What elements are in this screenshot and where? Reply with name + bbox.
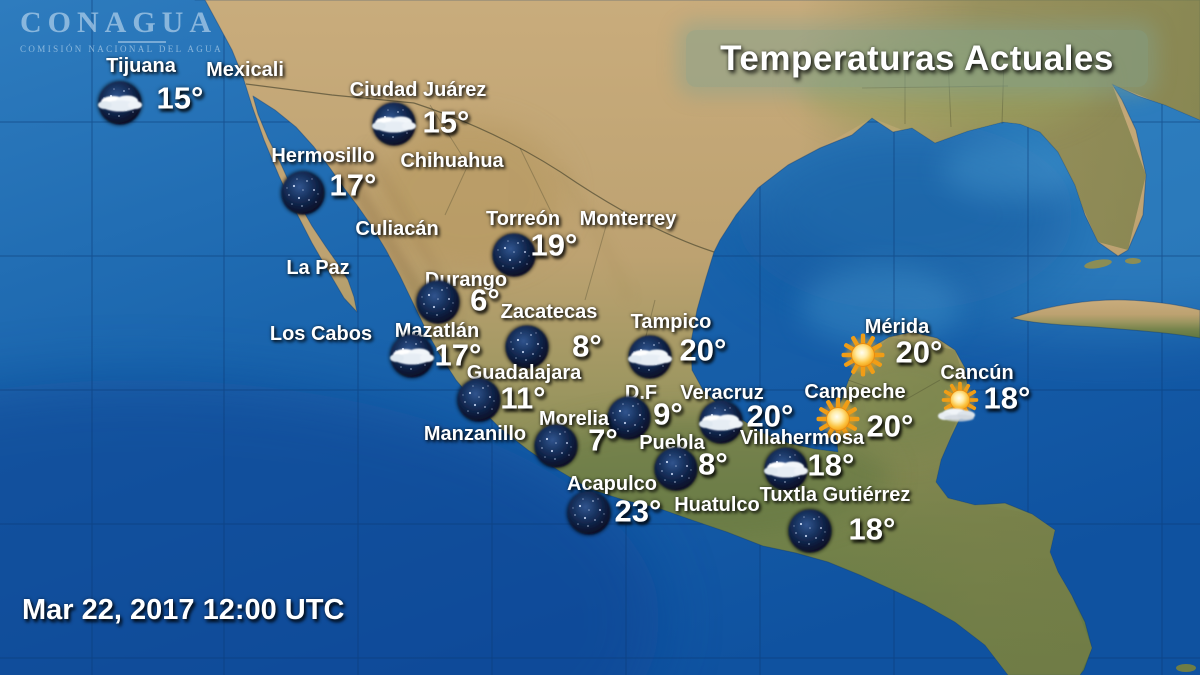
conagua-logo: CONAGUA COMISIÓN NACIONAL DEL AGUA: [20, 6, 223, 55]
state-lines: [429, 56, 1009, 401]
city-label: Tijuana: [106, 55, 176, 77]
city-temperature: 7°: [588, 422, 618, 458]
city-label: Tuxtla Gutiérrez: [759, 484, 911, 506]
city-label: Los Cabos: [269, 323, 373, 345]
city-temperature: 20°: [679, 332, 727, 368]
city-label: Cancún: [940, 362, 1014, 384]
conagua-logo-subtitle: COMISIÓN NACIONAL DEL AGUA: [20, 44, 223, 54]
city-label: Campeche: [804, 381, 906, 403]
city-temperature: 18°: [807, 447, 855, 483]
city-label: Ciudad Juárez: [349, 79, 487, 101]
city-label: Monterrey: [579, 208, 677, 230]
city-label: Culiacán: [355, 218, 439, 240]
city-temperature: 23°: [614, 493, 662, 529]
city-label: Guadalajara: [466, 362, 582, 384]
city-temperature: 18°: [983, 380, 1031, 416]
city-temperature: 17°: [434, 337, 482, 373]
city-temperature: 8°: [572, 328, 602, 364]
city-temperature: 18°: [848, 511, 896, 547]
city-label: Mérida: [864, 316, 930, 338]
city-label: Acapulco: [566, 473, 658, 495]
clear-night-icon: [784, 505, 836, 557]
conagua-logo-title: CONAGUA: [20, 6, 217, 39]
page-title: Temperaturas Actuales: [720, 38, 1114, 78]
city-temperature: 11°: [500, 380, 546, 416]
city-label: Hermosillo: [271, 145, 375, 167]
islands: [1010, 258, 1200, 672]
city-label: Veracruz: [680, 382, 764, 404]
title-band: Temperaturas Actuales: [686, 30, 1148, 87]
city-label: Puebla: [639, 432, 705, 454]
city-label: Huatulco: [674, 494, 760, 516]
city-temperature: 15°: [156, 80, 204, 116]
city-label: Zacatecas: [500, 301, 598, 323]
city-temperature: 20°: [866, 408, 914, 444]
border-lines: [245, 83, 715, 253]
city-temperature: 8°: [698, 446, 728, 482]
city-label: Tampico: [630, 311, 712, 333]
city-temperature: 6°: [470, 282, 500, 318]
city-label: Manzanillo: [423, 423, 527, 445]
city-temperature: 19°: [530, 227, 578, 263]
city-temperature: 9°: [653, 396, 683, 432]
city-temperature: 20°: [746, 398, 794, 434]
timestamp: Mar 22, 2017 12:00 UTC: [22, 594, 345, 626]
city-temperature: 17°: [329, 167, 377, 203]
city-label: Torreón: [485, 208, 561, 230]
city-label: Villahermosa: [739, 427, 865, 449]
city-temperature: 15°: [422, 104, 470, 140]
city-temperature: 20°: [895, 334, 943, 370]
city-label: Mexicali: [206, 59, 284, 81]
city-label: La Paz: [286, 257, 350, 279]
city-label: Chihuahua: [400, 150, 504, 172]
conagua-logo-underline: [118, 41, 166, 43]
